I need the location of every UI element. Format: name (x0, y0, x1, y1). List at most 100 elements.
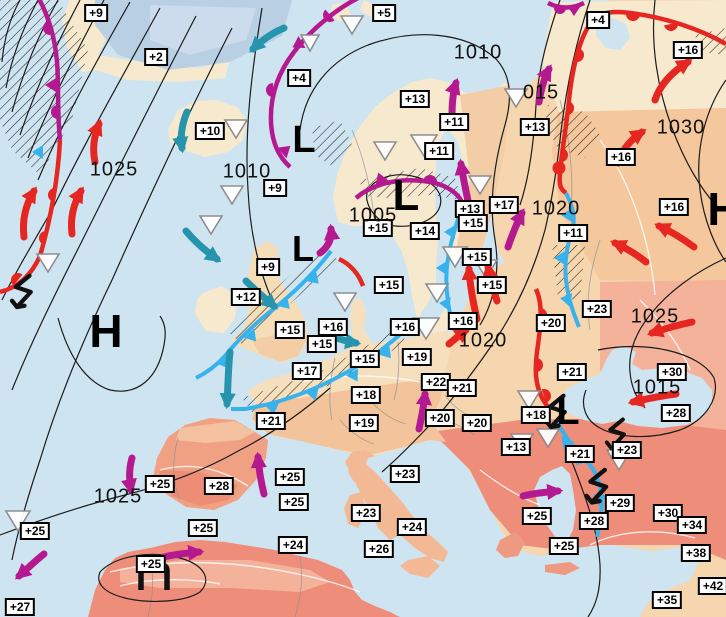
warm-front-east (552, 9, 726, 195)
temperature-label: +13 (454, 200, 486, 218)
temperature-label: +15 (373, 276, 405, 294)
temperature-label: +42 (697, 577, 726, 595)
cold-front-france (231, 329, 406, 415)
temperature-label: +15 (274, 321, 306, 339)
temperature-label: +22 (420, 373, 452, 391)
temperature-label: +20 (424, 409, 456, 427)
temperature-label: +25 (274, 468, 306, 486)
temperature-label: +4 (287, 69, 311, 87)
temperature-label: +25 (187, 519, 219, 537)
pressure-center: H (89, 305, 123, 357)
isobar-label: 1025 (89, 158, 139, 181)
temperature-label: +13 (519, 118, 551, 136)
temperature-label: +23 (350, 504, 382, 522)
isobar-label: 015 (522, 81, 560, 104)
pressure-center: L (556, 391, 580, 433)
temperature-label: +16 (672, 41, 704, 59)
temperature-label: +19 (348, 414, 380, 432)
temperature-label: +15 (461, 248, 493, 266)
occluded-front-atlantic (37, 0, 63, 141)
temperature-label: +30 (656, 363, 688, 381)
temperature-label: +11 (558, 224, 588, 242)
temperature-label: +16 (389, 318, 421, 336)
warm-air-arrows-magenta (14, 64, 564, 580)
temperature-label: +16 (317, 318, 349, 336)
temperature-label: +10 (194, 122, 226, 140)
pressure-center: H (707, 183, 726, 235)
temperature-label: +12 (230, 288, 262, 306)
temperature-label: +25 (135, 555, 167, 573)
isobar-label: 1015 (632, 376, 682, 399)
isobar-label: 1025 (630, 305, 680, 328)
temperature-label: +28 (660, 404, 692, 422)
temperature-label: +18 (520, 406, 552, 424)
temperature-label: +28 (203, 477, 235, 495)
temperature-label: +15 (362, 219, 394, 237)
temperature-label: +25 (548, 537, 580, 555)
occluded-front-norwegian-sea (266, 0, 360, 169)
occluded-front-scandinavia (354, 172, 466, 206)
temperature-label: +23 (581, 300, 613, 318)
isobar-label: 1010 (222, 160, 272, 183)
temperature-label: +20 (461, 414, 493, 432)
temperature-label: +28 (578, 512, 610, 530)
temperature-label: +17 (291, 362, 323, 380)
pressure-center: L (292, 119, 316, 161)
temperature-label: +17 (488, 196, 520, 214)
isobar-label: 1005 (348, 204, 398, 227)
temperature-label: +30 (652, 504, 684, 522)
temperature-label: +15 (457, 214, 489, 232)
temperature-label: +14 (409, 222, 441, 240)
pressure-center: L (292, 228, 314, 269)
temperature-label: +25 (144, 475, 176, 493)
temperature-label: +19 (401, 348, 433, 366)
temperature-label: +16 (605, 148, 637, 166)
temperature-label: +13 (399, 90, 431, 108)
temperature-label: +21 (255, 412, 287, 430)
temperature-label: +23 (611, 441, 643, 459)
temperature-label: +23 (389, 465, 421, 483)
isobar-label: 1020 (458, 329, 508, 352)
temperature-label: +24 (396, 518, 428, 536)
temperature-label: +11 (424, 142, 454, 160)
cold-front-baltic (436, 205, 464, 323)
temperature-label: +16 (447, 312, 479, 330)
temperature-label: +21 (446, 379, 478, 397)
temperature-label: +15 (349, 350, 381, 368)
temperature-label: +2 (144, 48, 168, 66)
temperature-label: +9 (84, 4, 108, 22)
temperature-label: +25 (19, 522, 51, 540)
isobar-label: 1010 (453, 41, 503, 64)
occluded-front-top-stub (546, 0, 586, 16)
isobar-label: 1020 (531, 197, 581, 220)
temperature-label: +4 (586, 11, 610, 29)
temperature-label: +9 (263, 179, 287, 197)
temperature-label: +16 (658, 198, 690, 216)
warm-front-denmark (337, 256, 366, 287)
temperature-label: +27 (4, 598, 36, 616)
temperature-label: +20 (535, 314, 567, 332)
temperature-label: +38 (680, 544, 712, 562)
temperature-label: +11 (439, 113, 469, 131)
temperature-label: +21 (564, 445, 596, 463)
temperature-label: +29 (604, 494, 636, 512)
temperature-label: +5 (372, 4, 396, 22)
temperature-label: +24 (277, 536, 309, 554)
pressure-center: L (392, 171, 420, 220)
temperature-label: +34 (676, 516, 708, 534)
temperature-label: +26 (363, 540, 395, 558)
temperature-label: +9 (256, 258, 280, 276)
temperature-label: +18 (350, 386, 382, 404)
temperature-label: +15 (476, 276, 508, 294)
temperature-label: +15 (306, 335, 338, 353)
isobar-label: 1025 (93, 485, 143, 508)
cold-front-british-isles (195, 249, 333, 380)
isobar-label: 1030 (656, 116, 706, 139)
temperature-label: +21 (556, 363, 588, 381)
temperature-label: +13 (500, 438, 532, 456)
temperature-label: +25 (278, 493, 310, 511)
temperature-label: +25 (521, 507, 553, 525)
cold-front-balkans (554, 192, 581, 328)
